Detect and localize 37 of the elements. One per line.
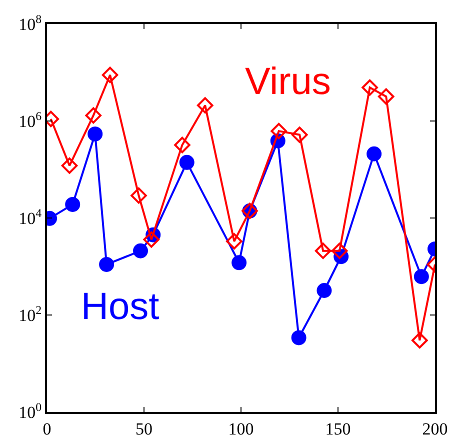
x-tick-label: 0 xyxy=(42,419,52,438)
point xyxy=(143,231,160,248)
x-tick-label: 100 xyxy=(228,419,254,438)
point xyxy=(99,256,114,272)
point xyxy=(133,243,148,258)
series-label: Host xyxy=(81,286,160,328)
series-label: Virus xyxy=(245,61,331,103)
point xyxy=(291,330,306,346)
point xyxy=(130,187,147,204)
point xyxy=(226,233,242,250)
point xyxy=(366,146,382,162)
y-tick-label: 10$^{8}$ xyxy=(18,12,42,34)
point xyxy=(174,136,190,154)
point xyxy=(88,126,103,142)
y-tick-label: 10$^{6}$ xyxy=(18,108,42,131)
point xyxy=(270,122,287,140)
point xyxy=(65,196,80,212)
x-tick-label: 50 xyxy=(136,419,152,438)
point xyxy=(412,332,428,349)
point xyxy=(291,126,308,143)
point xyxy=(314,242,332,260)
y-tick-label: 10$^{0}$ xyxy=(18,400,42,422)
point xyxy=(179,154,194,170)
point xyxy=(331,242,348,260)
point xyxy=(414,269,429,284)
point xyxy=(232,255,247,270)
point xyxy=(378,88,394,105)
point xyxy=(85,107,102,124)
point xyxy=(362,79,378,96)
point xyxy=(316,283,332,298)
x-tick-label: 200 xyxy=(422,419,448,438)
point xyxy=(196,97,214,114)
y-tick-label: 10$^{2}$ xyxy=(18,302,42,325)
y-tick-label: 10$^{4}$ xyxy=(18,206,42,228)
x-tick-label: 150 xyxy=(325,419,351,438)
point xyxy=(61,158,78,174)
point xyxy=(102,66,118,84)
